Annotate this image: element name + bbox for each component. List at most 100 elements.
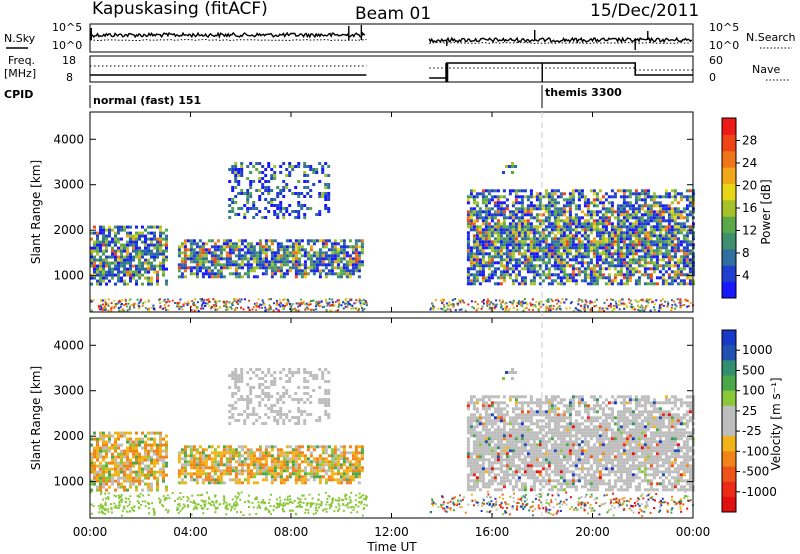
power-cell [141, 252, 144, 256]
power-cell [529, 279, 533, 283]
velocity-cell [252, 451, 256, 455]
power-cell [526, 255, 530, 259]
power-noise-cell [92, 299, 95, 302]
power-cell [312, 266, 316, 270]
velocity-cell [255, 368, 259, 371]
power-cell [162, 243, 165, 247]
power-cell [598, 255, 602, 259]
power-cell [261, 248, 265, 252]
power-cell [354, 260, 358, 264]
power-noise-cell [289, 303, 291, 305]
power-cell [517, 240, 521, 244]
power-cell [643, 192, 647, 196]
velocity-cell [288, 457, 292, 461]
power-cell [93, 276, 96, 280]
power-cell [189, 251, 193, 255]
power-cell [652, 201, 656, 205]
power-cell [637, 216, 641, 220]
power-cell [240, 239, 244, 243]
power-cell [592, 222, 596, 226]
velocity-cell [231, 469, 235, 473]
power-cell [553, 204, 557, 208]
power-cell [261, 192, 265, 195]
power-cell [568, 198, 572, 202]
power-cell [670, 276, 674, 280]
power-cell [159, 240, 162, 244]
velocity-cell [96, 488, 99, 492]
power-cell [643, 282, 647, 286]
power-cell [258, 177, 262, 180]
power-cell [219, 269, 223, 273]
power-cell [342, 245, 346, 249]
power-cell [267, 263, 271, 267]
power-cell [499, 195, 503, 199]
power-cell [616, 261, 620, 265]
power-noise-cell [201, 303, 204, 306]
power-cell [592, 267, 596, 271]
velocity-cell [237, 445, 241, 449]
power-cell [505, 207, 509, 211]
power-cell [574, 231, 578, 235]
power-cell [559, 276, 563, 280]
power-noise-cell [207, 298, 210, 301]
power-cell [249, 192, 253, 195]
power-cell [508, 210, 512, 214]
power-cell [511, 240, 515, 244]
power-cell [658, 264, 662, 268]
power-cell [303, 180, 307, 183]
power-noise-cell [432, 304, 434, 307]
power-cell [339, 275, 343, 279]
velocity-cell [249, 475, 253, 479]
power-cell [225, 245, 229, 249]
power-cell [598, 189, 602, 193]
power-cell [478, 225, 482, 229]
power-cell [282, 251, 286, 255]
power-cell [499, 231, 503, 235]
power-noise-cell [538, 304, 541, 307]
power-cell [679, 213, 683, 217]
velocity-cell [318, 460, 322, 464]
power-noise-cell [215, 305, 218, 307]
velocity-cell [207, 454, 211, 458]
velocity-cell [267, 407, 271, 410]
velocity-cell [207, 478, 211, 482]
velocity-cell [252, 460, 256, 464]
power-cell [676, 267, 680, 271]
power-cell [351, 257, 355, 261]
power-cell [547, 234, 551, 238]
power-noise-cell [598, 307, 601, 309]
power-cell [360, 260, 364, 264]
power-cell [565, 249, 569, 253]
power-cell [99, 267, 102, 271]
power-cell [670, 225, 674, 229]
power-cell [538, 198, 542, 202]
power-cell [183, 269, 187, 273]
power-panel-background [90, 112, 693, 312]
velocity-cell [288, 475, 292, 479]
power-cell [144, 243, 147, 247]
velocity-cell [327, 463, 331, 467]
power-cell [598, 252, 602, 256]
velocity-cell [288, 451, 292, 455]
power-cell [336, 242, 340, 246]
power-cell [288, 254, 292, 258]
power-cell [285, 174, 289, 177]
power-cell [165, 246, 168, 250]
power-cell [679, 198, 683, 202]
power-cell [652, 264, 656, 268]
power-cell [324, 183, 328, 186]
power-cell [306, 257, 310, 261]
power-cell [616, 234, 620, 238]
velocity-cell [231, 371, 235, 374]
power-cell [661, 255, 665, 259]
power-cell [210, 260, 214, 264]
power-cell [517, 258, 521, 262]
velocity-cell [330, 478, 334, 482]
power-noise-cell [614, 300, 617, 303]
power-cell [117, 258, 120, 262]
power-cell [571, 234, 575, 238]
power-cell [496, 252, 500, 256]
velocity-cell [312, 469, 316, 473]
power-cell [129, 258, 132, 262]
velocity-cell [267, 445, 271, 449]
